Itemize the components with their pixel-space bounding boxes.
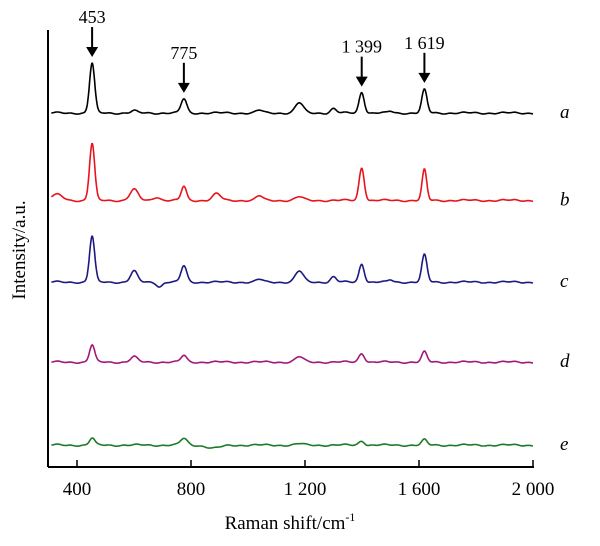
x-tick-label: 400 [63,479,92,500]
x-tick-label: 1 200 [284,479,327,500]
annotation-label: 1 619 [404,33,445,53]
annotation-arrowhead [86,47,99,58]
spectrum-e [51,437,534,449]
series-label-a: a [560,102,570,123]
series-label-e: e [560,434,568,455]
annotation-arrowhead [418,72,431,83]
spectrum-c [51,235,534,288]
annotation-arrowhead [177,82,190,93]
annotation-label: 1 399 [341,37,382,57]
annotation-label: 453 [79,7,106,27]
spectrum-a [51,62,534,115]
x-tick-label: 1 600 [398,479,441,500]
spectrum-b [50,142,534,203]
series-label-c: c [560,271,569,292]
spectrum-d [51,343,533,365]
x-tick-label: 2 000 [512,479,555,500]
annotation-label: 775 [170,43,197,63]
y-axis-label: Intensity/a.u. [9,200,30,299]
x-axis-label: Raman shift/cm-1 [225,510,356,534]
annotation-arrowhead [355,76,368,87]
series-label-b: b [560,189,570,210]
x-tick-label: 800 [177,479,206,500]
series-label-d: d [560,351,570,372]
